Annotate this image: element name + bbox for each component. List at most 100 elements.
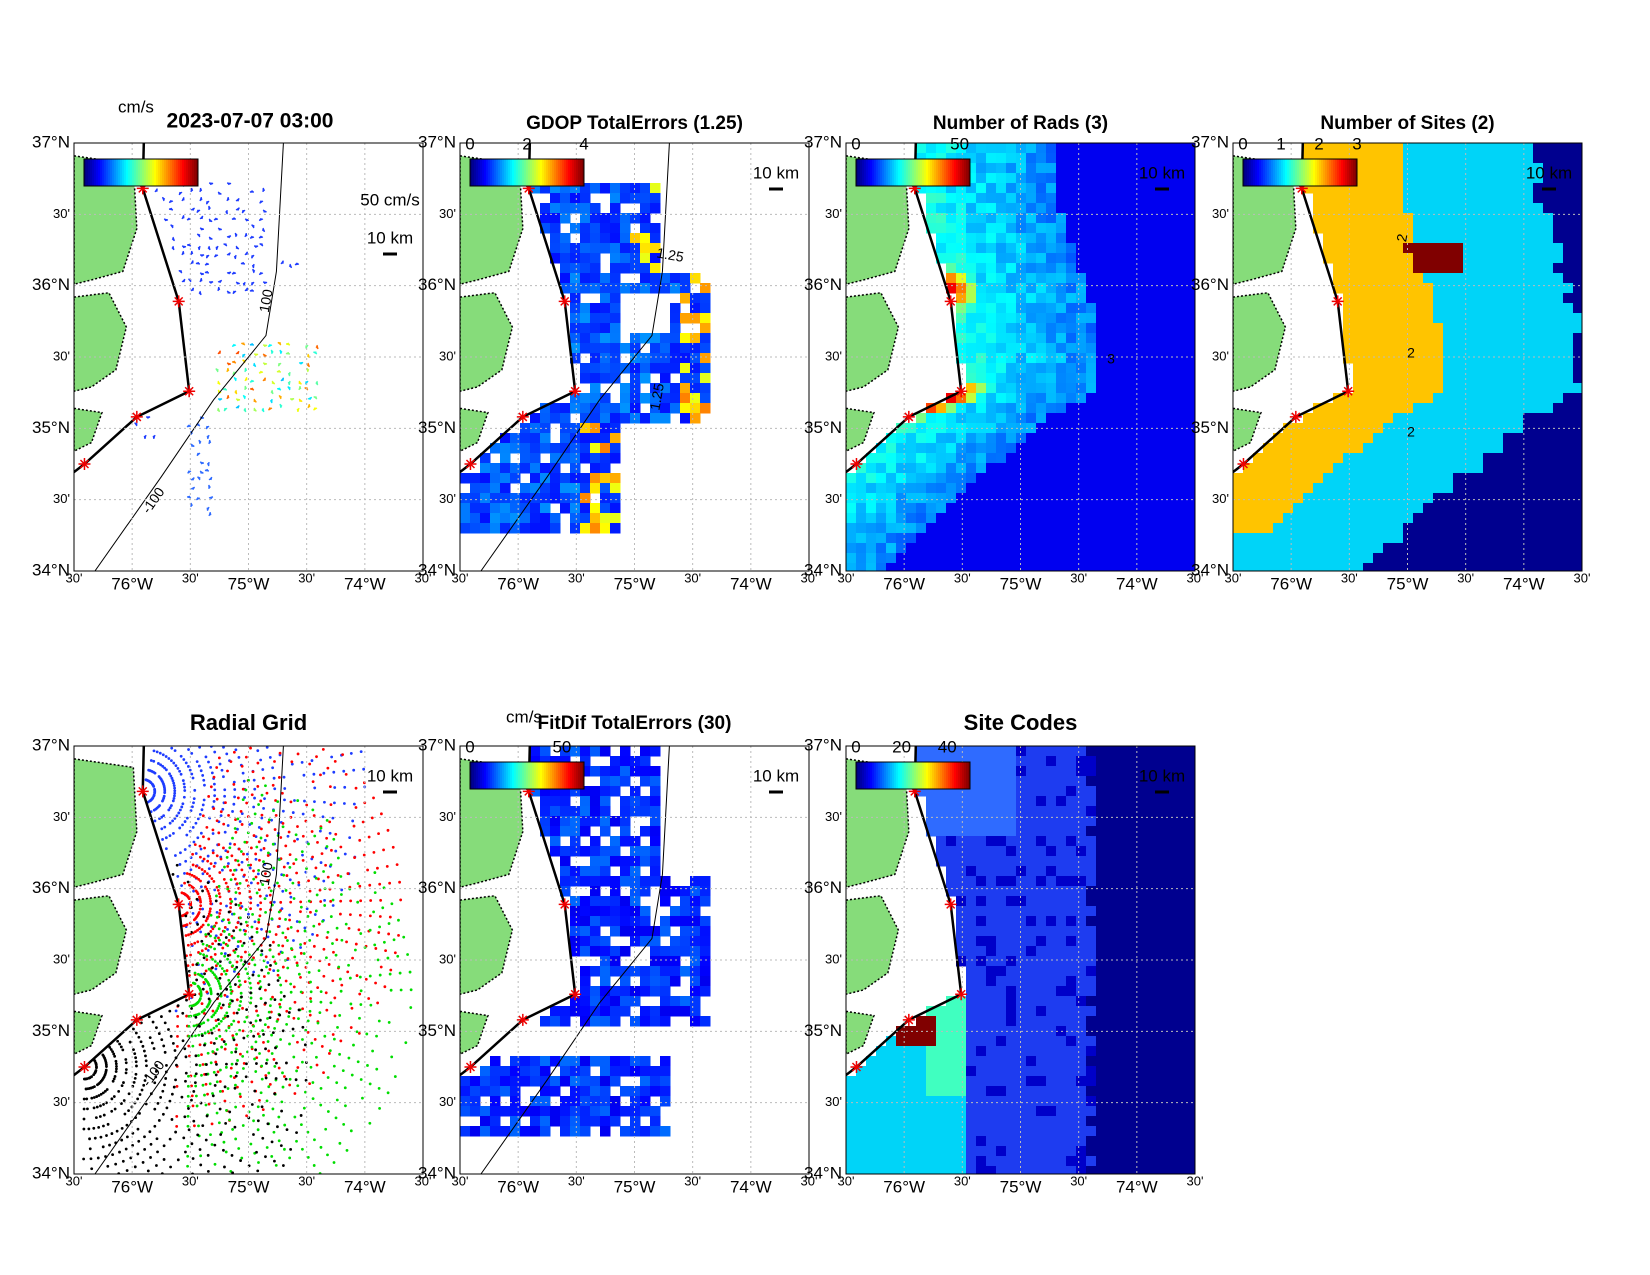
field-cell <box>1423 223 1434 234</box>
field-cell <box>1343 213 1354 224</box>
current-vector <box>208 512 212 517</box>
field-cell <box>700 303 711 314</box>
field-cell <box>926 493 937 504</box>
radial-grid-dot <box>279 998 283 1002</box>
colorbar-cell <box>1275 159 1278 186</box>
radial-grid-dot <box>217 936 220 940</box>
map-content <box>1233 143 1582 571</box>
radial-grid-dot <box>271 783 275 787</box>
radial-grid-dot <box>299 905 303 909</box>
current-vector <box>217 286 221 292</box>
field-cell <box>1573 523 1582 534</box>
field-cell <box>1393 313 1404 324</box>
field-cell <box>1403 513 1414 524</box>
radial-grid-dot <box>253 796 256 800</box>
field-cell <box>966 403 977 414</box>
field-cell <box>1136 463 1147 474</box>
field-cell <box>966 313 977 324</box>
field-cell <box>1056 443 1067 454</box>
field-cell <box>1116 143 1127 154</box>
field-cell <box>1006 503 1017 514</box>
field-cell <box>1026 153 1037 164</box>
radial-grid-dot <box>313 800 316 804</box>
field-cell <box>1493 393 1504 404</box>
field-cell <box>670 343 681 354</box>
field-cell <box>1463 383 1474 394</box>
radial-grid-dot <box>378 915 382 918</box>
field-cell <box>966 473 977 484</box>
field-cell <box>946 183 957 194</box>
radial-grid-dot <box>235 1032 238 1036</box>
field-cell <box>1303 443 1314 454</box>
field-cell <box>1493 323 1504 334</box>
field-cell <box>1543 523 1554 534</box>
radial-grid-dot <box>211 832 215 835</box>
field-cell <box>1006 413 1017 424</box>
field-cell <box>1503 563 1514 571</box>
field-cell <box>1263 503 1274 514</box>
field-cell <box>1443 403 1454 414</box>
field-cell <box>1106 253 1117 264</box>
field-cell <box>1126 553 1137 564</box>
field-cell <box>996 343 1007 354</box>
field-cell <box>1333 453 1344 464</box>
field-cell <box>590 343 601 354</box>
field-cell <box>976 513 987 524</box>
field-cell <box>1393 323 1404 334</box>
radial-grid-dot <box>266 961 270 964</box>
field-cell <box>1056 373 1067 384</box>
field-cell <box>1136 403 1147 414</box>
field-cell <box>1353 373 1364 384</box>
colorbar-cell <box>548 159 551 186</box>
field-cell <box>1006 443 1017 454</box>
field-cell <box>640 273 651 284</box>
field-cell <box>1413 493 1424 504</box>
colorbar-cell <box>178 159 181 186</box>
field-cell <box>966 533 977 544</box>
field-cell <box>1176 143 1187 154</box>
field-cell <box>500 433 511 444</box>
colorbar-cell <box>886 159 889 186</box>
field-cell <box>1473 503 1484 514</box>
field-cell <box>460 513 471 524</box>
radial-grid-dot <box>277 1115 281 1119</box>
field-cell <box>986 473 997 484</box>
radial-grid-dot <box>285 1022 289 1026</box>
field-cell <box>1493 463 1504 474</box>
lon-label: 30' <box>298 570 315 585</box>
land <box>74 155 138 286</box>
radial-grid-dot <box>268 1004 272 1008</box>
radial-grid-dot <box>212 864 216 868</box>
field-cell <box>1126 323 1137 334</box>
radial-grid-dot <box>202 1021 206 1025</box>
field-cell <box>580 283 591 294</box>
field-cell <box>926 183 937 194</box>
current-vector <box>143 434 147 440</box>
field-cell <box>1126 463 1137 474</box>
field-cell <box>1166 243 1177 254</box>
radial-grid-dot <box>227 938 231 942</box>
current-vector <box>253 245 259 249</box>
field-cell <box>1136 563 1147 571</box>
field-cell <box>1056 503 1067 514</box>
radial-grid-dot <box>209 934 212 938</box>
field-cell <box>1016 563 1027 571</box>
radial-grid-dot <box>249 986 253 990</box>
field-cell <box>1176 193 1187 204</box>
field-cell <box>926 503 937 514</box>
radial-grid-dot <box>308 1013 312 1017</box>
field-cell <box>976 203 987 214</box>
field-cell <box>926 443 937 454</box>
field-cell <box>1513 163 1524 174</box>
radial-grid-dot <box>269 1010 273 1014</box>
field-cell <box>1503 473 1514 484</box>
field-cell <box>580 183 591 194</box>
field-cell <box>1186 553 1195 564</box>
field-cell <box>876 503 887 514</box>
field-cell <box>1016 463 1027 474</box>
radial-grid-dot <box>214 975 218 979</box>
field-cell <box>1086 373 1097 384</box>
field-cell <box>966 553 977 564</box>
field-cell <box>1126 273 1137 284</box>
field-cell <box>1393 493 1404 504</box>
